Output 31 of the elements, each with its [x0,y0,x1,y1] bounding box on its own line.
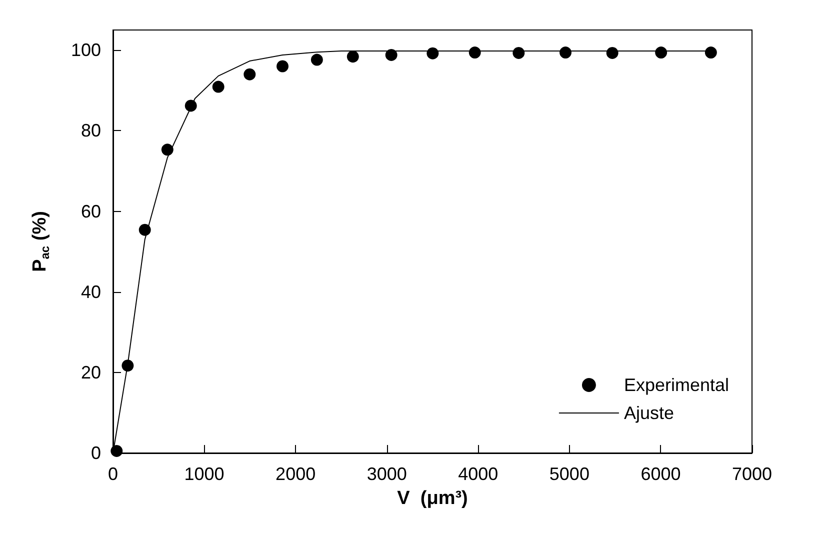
point [560,46,572,59]
legend-label: Experimental [624,375,729,395]
point [385,48,398,61]
point [346,50,359,63]
point [606,46,618,59]
y-tick-label: 20 [80,362,101,382]
point [512,46,525,59]
y-tick-label: 40 [80,282,101,302]
point [161,144,174,156]
point [276,60,289,72]
point [212,80,224,93]
y-tick-label: 80 [80,120,101,141]
x-tick-label: 3000 [366,464,407,484]
x-tick-label: 7000 [732,464,772,484]
x-tick-label: 4000 [458,464,498,484]
legend-label: Ajuste [624,403,674,423]
y-tick-label: 100 [70,40,101,60]
x-tick-label: 2000 [276,464,316,484]
point [138,224,151,236]
point [310,54,323,66]
x-axis-title: V (μm³) [397,488,468,509]
y-axis-title: Pac (%) [30,211,52,272]
y-tick-label: 60 [80,201,101,222]
point [244,68,256,80]
x-tick-label: 1000 [184,464,224,484]
point [704,46,717,59]
point [110,444,123,457]
x-tick-label: 0 [108,464,118,484]
x-tick-label: 5000 [549,464,590,484]
x-tick-label: 6000 [640,464,681,484]
y-tick-label: 0 [90,443,101,463]
